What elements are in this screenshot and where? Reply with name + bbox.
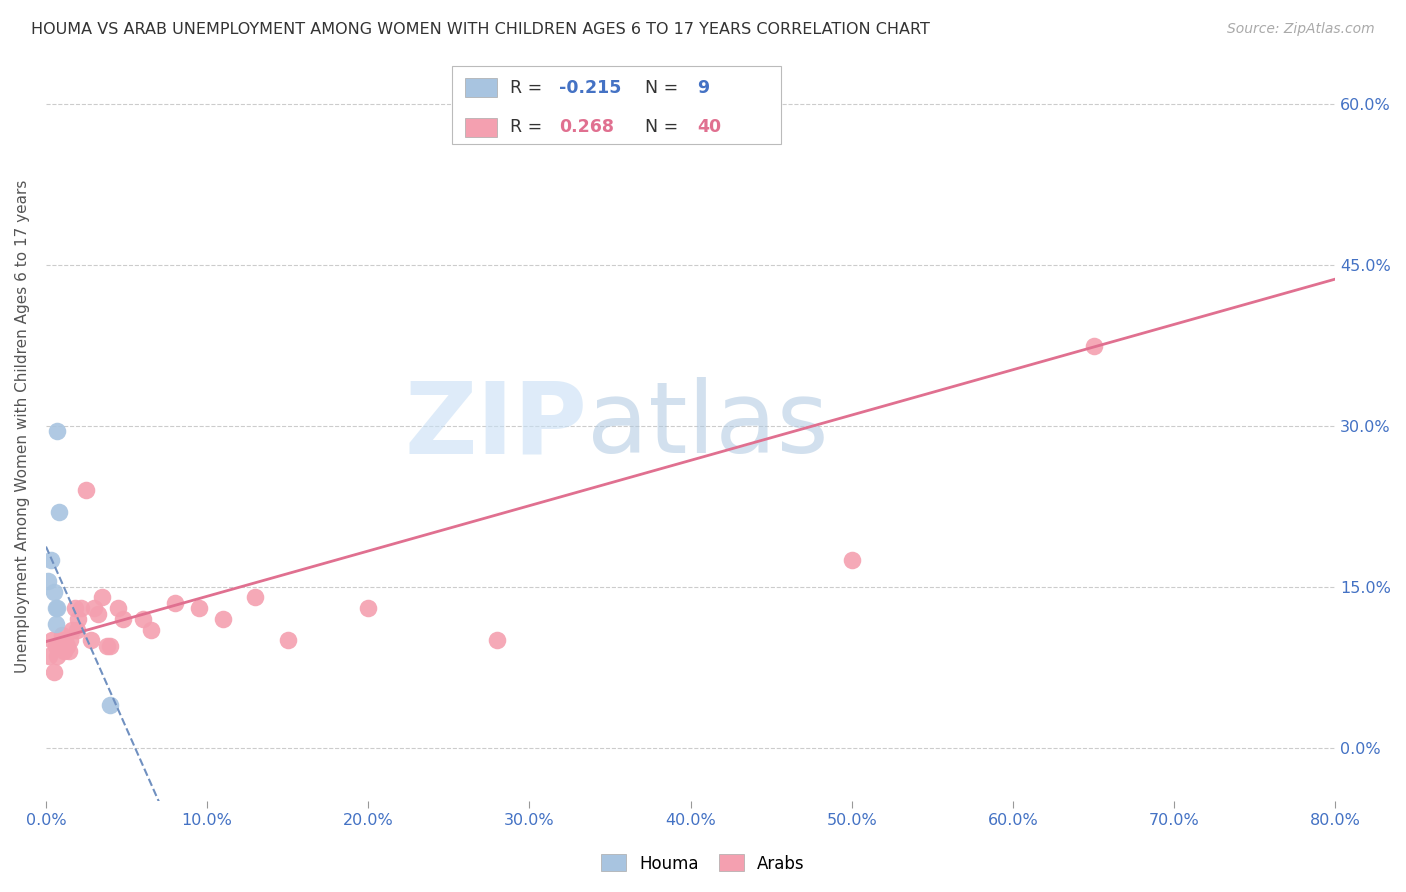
Text: N =: N = bbox=[645, 78, 679, 96]
Point bbox=[70, 601, 93, 615]
Point bbox=[80, 633, 103, 648]
Point bbox=[53, 633, 76, 648]
FancyBboxPatch shape bbox=[453, 66, 780, 145]
Text: 0.268: 0.268 bbox=[560, 118, 614, 136]
Point bbox=[188, 601, 211, 615]
Point bbox=[46, 649, 69, 664]
Point bbox=[75, 483, 97, 498]
Point bbox=[45, 617, 67, 632]
Point bbox=[83, 601, 105, 615]
Point bbox=[41, 633, 63, 648]
Point bbox=[67, 612, 90, 626]
Point bbox=[59, 633, 82, 648]
Point bbox=[38, 649, 60, 664]
Point bbox=[52, 644, 75, 658]
Point bbox=[49, 639, 72, 653]
Point bbox=[45, 601, 67, 615]
Point bbox=[42, 665, 65, 680]
Point bbox=[841, 553, 863, 567]
Text: R =: R = bbox=[510, 118, 543, 136]
Point bbox=[100, 698, 122, 712]
Point bbox=[100, 639, 122, 653]
Bar bbox=[465, 78, 498, 97]
Y-axis label: Unemployment Among Women with Children Ages 6 to 17 years: Unemployment Among Women with Children A… bbox=[15, 179, 30, 673]
Point bbox=[37, 574, 59, 589]
Point bbox=[58, 644, 80, 658]
Point bbox=[39, 553, 62, 567]
Point bbox=[245, 591, 267, 605]
Point bbox=[63, 601, 86, 615]
Text: 9: 9 bbox=[697, 78, 709, 96]
Point bbox=[56, 639, 79, 653]
Legend: Houma, Arabs: Houma, Arabs bbox=[595, 847, 811, 880]
Point bbox=[277, 633, 299, 648]
Point bbox=[48, 639, 70, 653]
Text: HOUMA VS ARAB UNEMPLOYMENT AMONG WOMEN WITH CHILDREN AGES 6 TO 17 YEARS CORRELAT: HOUMA VS ARAB UNEMPLOYMENT AMONG WOMEN W… bbox=[31, 22, 929, 37]
Text: Source: ZipAtlas.com: Source: ZipAtlas.com bbox=[1227, 22, 1375, 37]
Point bbox=[51, 628, 73, 642]
Point bbox=[112, 612, 135, 626]
Point bbox=[131, 612, 153, 626]
Point bbox=[86, 607, 108, 621]
Point bbox=[51, 633, 73, 648]
Bar bbox=[465, 118, 498, 136]
Point bbox=[1083, 338, 1105, 352]
Point bbox=[42, 585, 65, 599]
Point bbox=[212, 612, 235, 626]
Point bbox=[46, 424, 69, 438]
Point bbox=[486, 633, 509, 648]
Text: 40: 40 bbox=[697, 118, 721, 136]
Point bbox=[107, 601, 129, 615]
Point bbox=[599, 103, 621, 117]
Text: N =: N = bbox=[645, 118, 679, 136]
Point bbox=[46, 601, 69, 615]
Point bbox=[91, 591, 114, 605]
Text: ZIP: ZIP bbox=[405, 377, 588, 475]
Text: atlas: atlas bbox=[588, 377, 830, 475]
Point bbox=[48, 505, 70, 519]
Point bbox=[139, 623, 162, 637]
Text: -0.215: -0.215 bbox=[560, 78, 621, 96]
Text: R =: R = bbox=[510, 78, 543, 96]
Point bbox=[45, 639, 67, 653]
Point bbox=[163, 596, 186, 610]
Point bbox=[357, 601, 380, 615]
Point bbox=[65, 623, 87, 637]
Point bbox=[96, 639, 118, 653]
Point bbox=[60, 623, 83, 637]
